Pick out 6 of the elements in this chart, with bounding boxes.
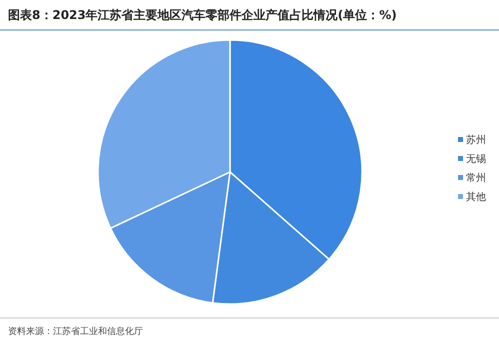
legend-label: 其他	[466, 191, 486, 203]
text: 资料来源：江苏省工业和信息化厅	[8, 326, 143, 337]
legend-label: 无锡	[466, 154, 486, 165]
chart-title: 图表8：2023年江苏省主要地区汽车零部件企业产值占比情况(单位：%)	[8, 8, 397, 22]
legend-label: 苏州	[466, 134, 486, 146]
legend-label: 常州	[466, 172, 486, 184]
